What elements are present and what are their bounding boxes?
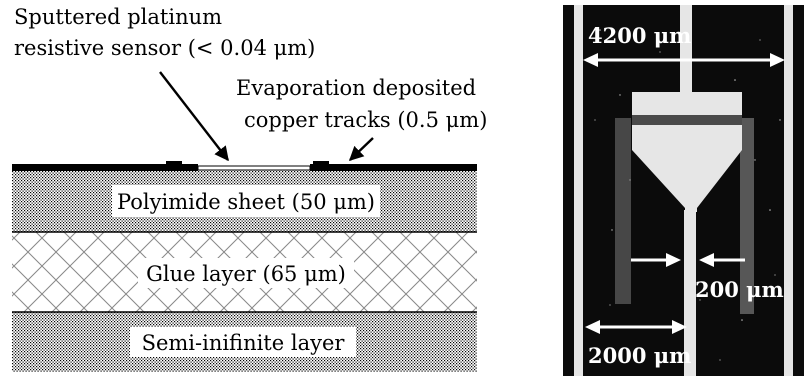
glue-label: Glue layer (65 μm) bbox=[146, 262, 346, 286]
bottom-connector bbox=[684, 210, 696, 376]
semi-infinite-label: Semi-inifinite layer bbox=[142, 331, 346, 355]
arrowhead bbox=[666, 253, 681, 267]
side-strip-left bbox=[615, 118, 631, 304]
sensor-annotation-line1: Sputtered platinum bbox=[14, 5, 222, 29]
sensor-photo: 4200 μm 200 μm 2000 μm bbox=[563, 5, 804, 376]
tracks-annotation-line1: Evaporation deposited bbox=[236, 76, 476, 100]
copper-pad-left bbox=[166, 161, 182, 165]
copper-pad-right bbox=[313, 161, 329, 165]
tracks-leader-arrow bbox=[348, 137, 374, 161]
top-connector bbox=[680, 5, 692, 98]
arrowhead bbox=[699, 253, 714, 267]
copper-track-left bbox=[12, 164, 198, 171]
polyimide-label: Polyimide sheet (50 μm) bbox=[117, 190, 375, 214]
arrowhead bbox=[585, 320, 600, 334]
sensor-leader-arrow bbox=[159, 71, 229, 162]
side-strip-right bbox=[740, 118, 754, 314]
outer-track-right bbox=[784, 5, 793, 376]
platinum-sensor bbox=[197, 165, 311, 171]
dimension-4200-label: 4200 μm bbox=[588, 23, 691, 48]
cross-section-diagram: Polyimide sheet (50 μm) Glue layer (65 μ… bbox=[12, 5, 487, 372]
label-box bbox=[112, 185, 380, 217]
arrowhead bbox=[583, 53, 598, 67]
label-box bbox=[138, 258, 354, 288]
arrowhead bbox=[672, 320, 687, 334]
label-box bbox=[130, 327, 356, 357]
pad-band bbox=[632, 115, 742, 125]
sensor-annotation-line2: resistive sensor (< 0.04 μm) bbox=[14, 36, 315, 60]
outer-track-left bbox=[574, 5, 583, 376]
dimension-2000-label: 2000 μm bbox=[588, 343, 691, 368]
arrowhead bbox=[770, 53, 785, 67]
dimension-200-label: 200 μm bbox=[695, 277, 784, 302]
copper-track-right bbox=[310, 164, 477, 171]
tracks-annotation-line2: copper tracks (0.5 μm) bbox=[244, 108, 487, 132]
